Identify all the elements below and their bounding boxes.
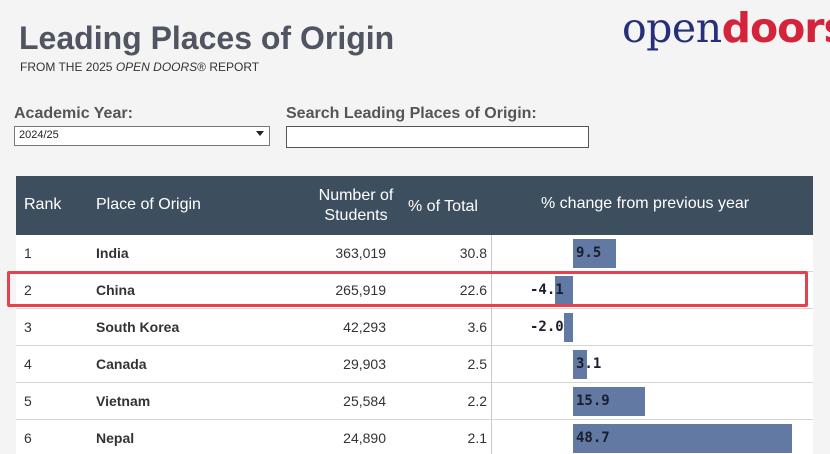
table-row[interactable]: 2 China 265,919 22.6 -4.1 — [16, 272, 813, 309]
search-input[interactable] — [286, 126, 589, 148]
rank-cell: 3 — [24, 319, 32, 335]
change-bar — [573, 239, 616, 268]
change-cell: 9.5 — [491, 235, 813, 271]
change-cell: -2.0 — [491, 309, 813, 345]
change-label: -2.0 — [530, 319, 564, 335]
pct-total-cell: 30.8 — [459, 245, 487, 261]
students-cell: 25,584 — [343, 393, 386, 409]
academic-year-value: 2024/25 — [19, 129, 59, 141]
page-subtitle: FROM THE 2025 OPEN DOORS® REPORT — [20, 60, 259, 74]
pct-total-cell: 2.1 — [467, 430, 487, 446]
change-label: 48.7 — [576, 430, 610, 446]
students-cell: 42,293 — [343, 319, 386, 335]
page-title: Leading Places of Origin — [19, 20, 395, 56]
change-label: 3.1 — [576, 356, 602, 372]
opendoors-logo: opendoors® — [622, 4, 830, 52]
column-header-students[interactable]: Number of Students — [296, 186, 416, 226]
rank-cell: 1 — [24, 245, 32, 261]
place-cell: Nepal — [96, 430, 135, 446]
rank-cell: 6 — [24, 430, 32, 446]
place-cell: Canada — [96, 356, 147, 372]
column-header-change[interactable]: % change from previous year — [541, 195, 750, 212]
students-cell: 24,890 — [343, 430, 386, 446]
pct-total-cell: 3.6 — [467, 319, 487, 335]
academic-year-select[interactable]: 2024/25 — [14, 126, 270, 146]
change-cell: 3.1 — [491, 346, 813, 382]
subtitle-prefix: FROM THE 2025 — [20, 60, 116, 74]
pct-total-cell: 2.5 — [467, 356, 487, 372]
change-bar — [573, 387, 645, 416]
change-bar — [573, 350, 587, 379]
place-cell: Vietnam — [96, 393, 151, 409]
change-cell: 15.9 — [491, 383, 813, 419]
table-body: 1 India 363,019 30.8 9.5 2 China 265,919 22.6 -4.… — [16, 235, 813, 454]
column-header-students-line2: Students — [324, 207, 388, 224]
column-header-pct[interactable]: % of Total — [408, 198, 478, 215]
table-row[interactable]: 1 India 363,019 30.8 9.5 — [16, 235, 813, 272]
rank-cell: 5 — [24, 393, 32, 409]
change-label: 15.9 — [576, 393, 610, 409]
place-cell: India — [96, 245, 129, 261]
logo-doors-text: doors — [721, 4, 830, 52]
subtitle-suffix: ® REPORT — [197, 60, 260, 74]
students-cell: 265,919 — [335, 282, 386, 298]
search-label: Search Leading Places of Origin: — [286, 105, 537, 122]
change-cell: 48.7 — [491, 420, 813, 454]
column-header-place[interactable]: Place of Origin — [96, 196, 201, 213]
table-row[interactable]: 4 Canada 29,903 2.5 3.1 — [16, 346, 813, 383]
pct-total-cell: 2.2 — [467, 393, 487, 409]
rank-cell: 4 — [24, 356, 32, 372]
change-label: 9.5 — [576, 245, 602, 261]
origin-table: Rank Place of Origin Number of Students … — [16, 176, 813, 454]
place-cell: South Korea — [96, 319, 180, 335]
pct-total-cell: 22.6 — [459, 282, 487, 298]
logo-open-text: open — [622, 4, 722, 52]
change-bar — [564, 313, 573, 342]
change-bar — [573, 424, 793, 453]
change-label: -4.1 — [530, 282, 564, 298]
table-header: Rank Place of Origin Number of Students … — [16, 176, 813, 235]
table-row[interactable]: 5 Vietnam 25,584 2.2 15.9 — [16, 383, 813, 420]
table-row[interactable]: 6 Nepal 24,890 2.1 48.7 — [16, 420, 813, 454]
academic-year-label: Academic Year: — [14, 105, 133, 122]
table-row[interactable]: 3 South Korea 42,293 3.6 -2.0 — [16, 309, 813, 346]
change-bar — [554, 276, 573, 305]
subtitle-report-name: OPEN DOORS — [115, 60, 198, 74]
chevron-down-icon — [256, 131, 264, 136]
students-cell: 29,903 — [343, 356, 386, 372]
rank-cell: 2 — [24, 282, 32, 298]
column-header-rank[interactable]: Rank — [24, 196, 62, 213]
column-header-students-line1: Number of — [318, 187, 394, 204]
place-cell: China — [96, 282, 135, 298]
students-cell: 363,019 — [335, 245, 386, 261]
change-cell: -4.1 — [491, 272, 813, 308]
